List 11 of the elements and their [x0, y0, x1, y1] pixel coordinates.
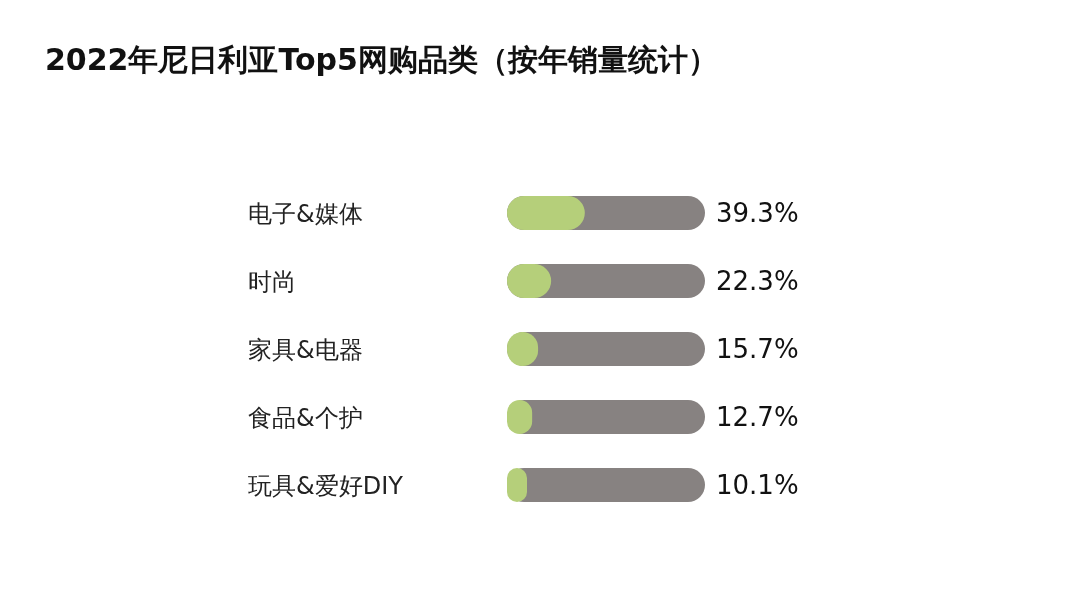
chart-title: 2022年尼日利亚Top5网购品类（按年销量统计） — [45, 42, 718, 77]
y-tick-label: 时尚 — [248, 268, 296, 296]
y-tick-label: 电子&媒体 — [248, 200, 363, 228]
data-label: 15.7% — [716, 334, 799, 364]
y-tick-label: 玩具&爱好DIY — [248, 472, 404, 500]
data-label: 22.3% — [716, 266, 799, 296]
data-label: 39.3% — [716, 198, 799, 228]
data-label: 12.7% — [716, 402, 799, 432]
y-tick-label: 食品&个护 — [248, 404, 363, 432]
data-label: 10.1% — [716, 470, 799, 500]
y-tick-label: 家具&电器 — [248, 336, 363, 364]
